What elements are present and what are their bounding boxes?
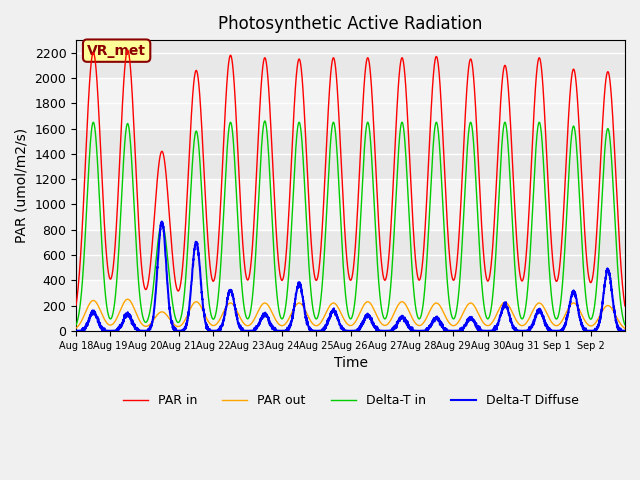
Text: VR_met: VR_met	[87, 44, 146, 58]
PAR out	[124, 296, 131, 302]
PAR out	[72, 325, 80, 331]
PAR in	[502, 65, 510, 71]
PAR out	[502, 300, 510, 305]
Line: PAR out: PAR out	[76, 299, 625, 328]
Y-axis label: PAR (umol/m2/s): PAR (umol/m2/s)	[15, 128, 29, 243]
Delta-T Diffuse	[438, 324, 446, 329]
PAR out	[621, 325, 628, 331]
Bar	[76, 78, 625, 129]
Bar	[76, 280, 625, 331]
Delta-T Diffuse	[72, 328, 80, 334]
PAR in	[428, 106, 435, 112]
Legend: PAR in, PAR out, Delta-T in, Delta-T Diffuse: PAR in, PAR out, Delta-T in, Delta-T Dif…	[118, 389, 584, 412]
X-axis label: Time: Time	[333, 356, 367, 370]
PAR in	[167, 231, 175, 237]
Line: PAR in: PAR in	[76, 50, 625, 306]
Delta-T Diffuse	[158, 219, 166, 225]
Delta-T Diffuse	[428, 321, 435, 327]
PAR out	[428, 305, 435, 311]
Line: Delta-T Diffuse: Delta-T Diffuse	[76, 222, 625, 331]
PAR in	[438, 120, 446, 126]
PAR out	[478, 317, 486, 323]
Delta-T in	[494, 216, 502, 221]
Delta-T Diffuse	[502, 302, 510, 308]
PAR in	[124, 48, 131, 53]
Delta-T Diffuse	[80, 328, 88, 334]
Delta-T in	[167, 285, 175, 291]
Delta-T Diffuse	[494, 321, 502, 326]
Delta-T Diffuse	[167, 316, 175, 322]
PAR in	[478, 225, 486, 231]
Line: Delta-T in: Delta-T in	[76, 121, 625, 325]
Delta-T Diffuse	[621, 328, 628, 334]
Delta-T in	[261, 118, 269, 124]
Title: Photosynthetic Active Radiation: Photosynthetic Active Radiation	[218, 15, 483, 33]
Delta-T Diffuse	[478, 327, 486, 333]
Bar	[76, 179, 625, 230]
PAR in	[72, 302, 80, 308]
PAR out	[494, 309, 502, 315]
Delta-T in	[428, 177, 435, 182]
Delta-T in	[502, 122, 510, 128]
PAR out	[438, 307, 446, 312]
Delta-T in	[478, 281, 486, 287]
PAR in	[494, 152, 502, 157]
Delta-T in	[621, 322, 628, 327]
PAR in	[621, 303, 628, 309]
Delta-T in	[72, 322, 80, 328]
PAR out	[167, 318, 175, 324]
Delta-T in	[438, 190, 446, 196]
